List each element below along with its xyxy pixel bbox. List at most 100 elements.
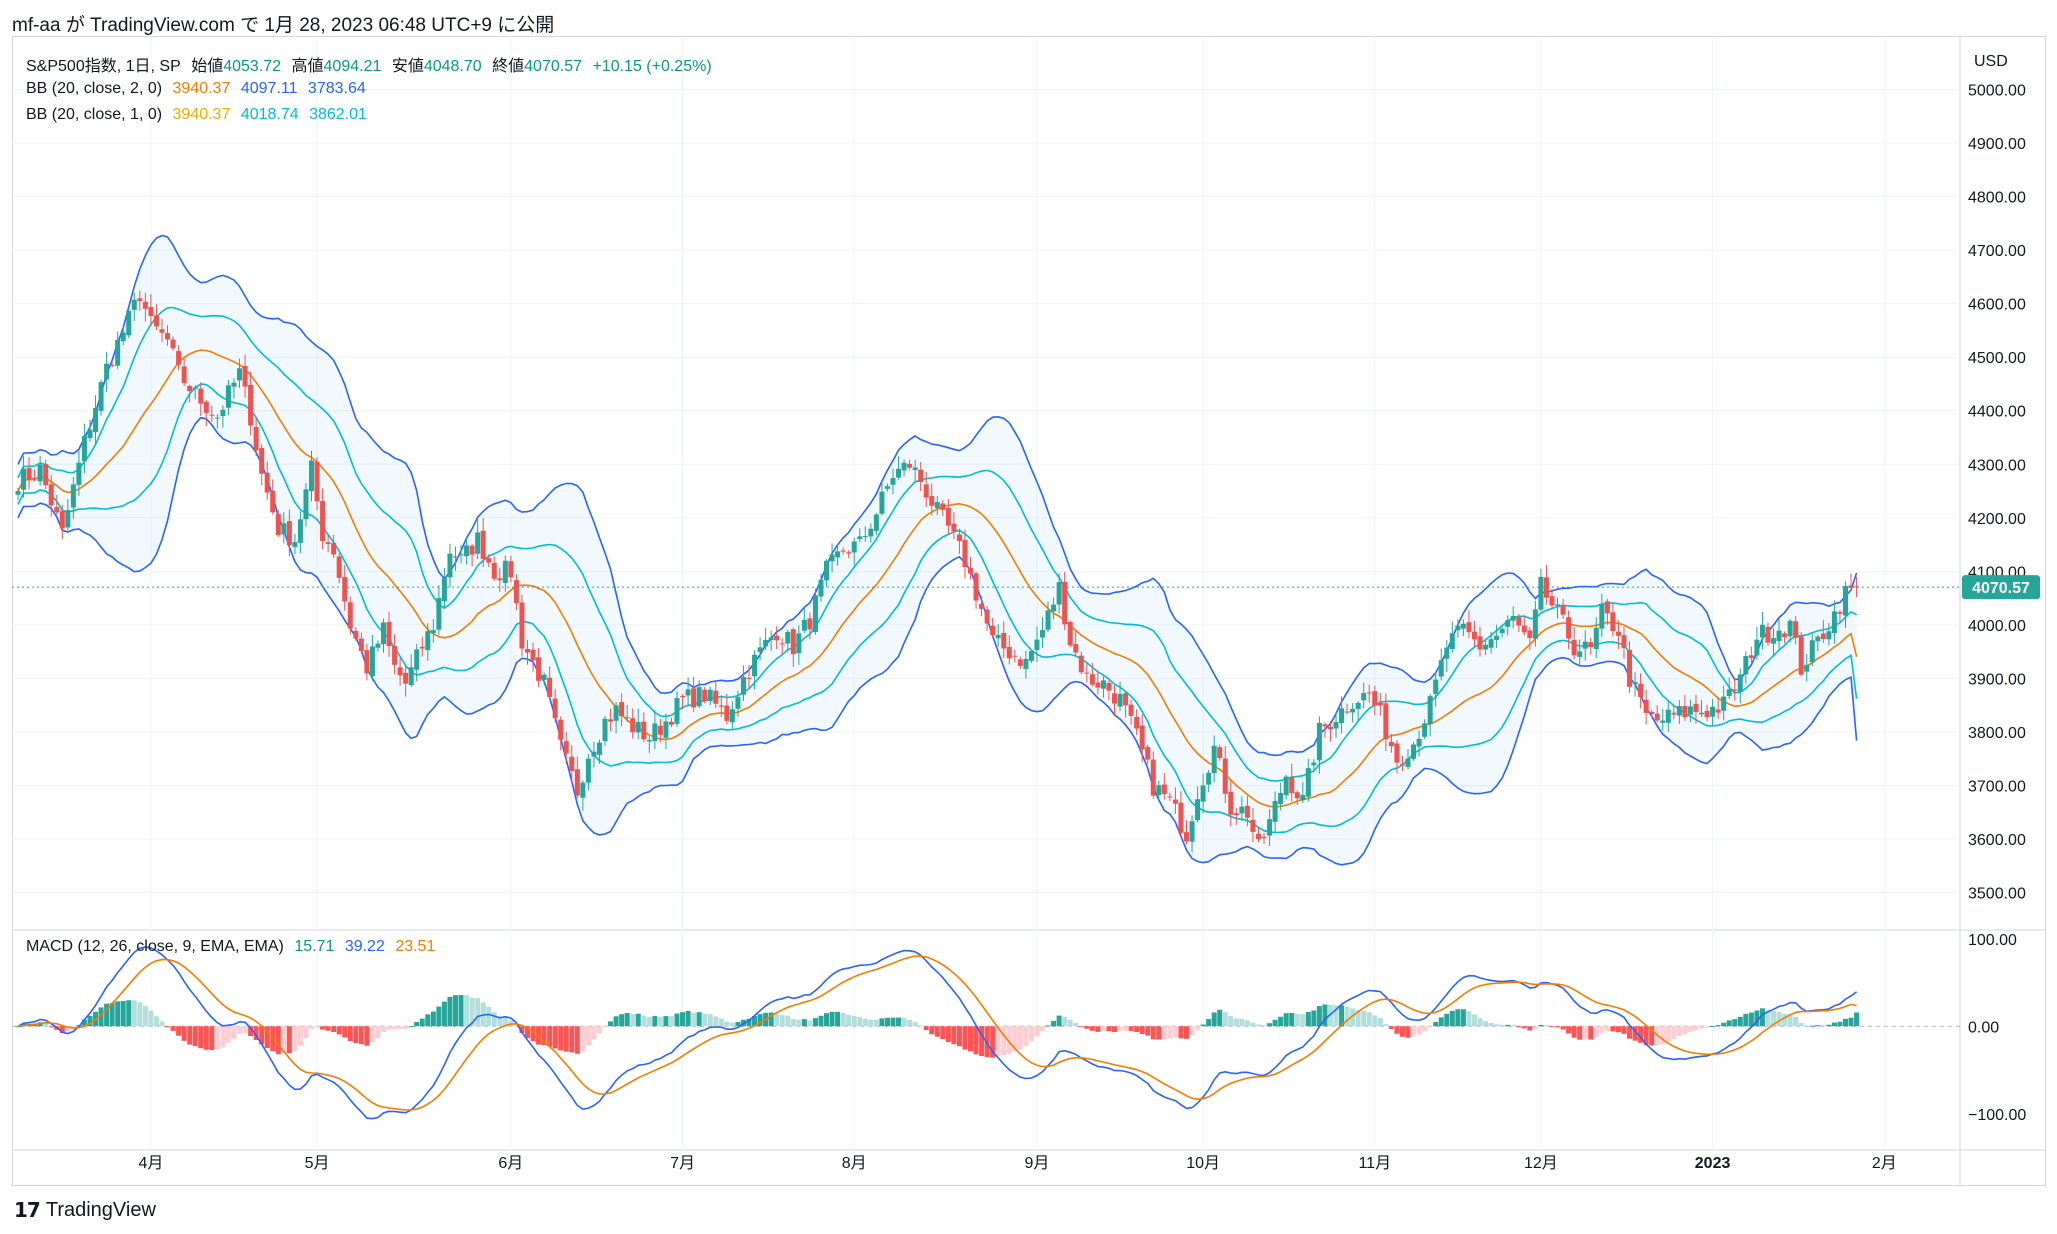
macd-hist-bar <box>1754 1010 1760 1027</box>
macd-hist-bar <box>641 1015 647 1027</box>
change-value: +10.15 (+0.25%) <box>592 58 712 75</box>
candle-body <box>1051 604 1057 612</box>
candle-body <box>397 667 403 676</box>
macd-hist-bar <box>1826 1024 1832 1027</box>
macd-hist-bar <box>1776 1011 1782 1027</box>
macd-hist-bar <box>1715 1025 1721 1027</box>
candle-body <box>829 554 835 562</box>
candle-body <box>1073 644 1079 653</box>
candle-body <box>452 556 458 558</box>
candle-body <box>1355 702 1361 709</box>
macd-hist-bar <box>1123 1026 1129 1031</box>
macd-hist-bar <box>552 1026 558 1049</box>
macd-hist-bar <box>325 1026 331 1031</box>
macd-hist-bar <box>381 1026 387 1032</box>
macd-hist-bar <box>746 1018 752 1027</box>
macd-hist-bar <box>214 1026 220 1050</box>
candle-body <box>513 580 519 604</box>
macd-hist-bar <box>1344 1006 1350 1027</box>
candle-body <box>757 647 763 653</box>
macd-hist-bar <box>131 1000 137 1027</box>
candle-body <box>1156 785 1162 796</box>
candle-body <box>137 298 143 302</box>
macd-hist-bar <box>1571 1026 1577 1038</box>
macd-hist-bar <box>1289 1012 1295 1027</box>
macd-hist-bar <box>1327 1004 1333 1027</box>
candle-body <box>314 461 320 502</box>
symbol-label[interactable]: S&P500指数, 1日, SP <box>26 58 181 75</box>
candle-body <box>1566 617 1572 639</box>
footer-brand[interactable]: 𝟭𝟳 TradingView <box>14 1198 156 1223</box>
macd-hist-bar <box>1200 1024 1206 1027</box>
macd-hist-bar <box>1721 1022 1727 1027</box>
macd-hist-bar <box>713 1016 719 1027</box>
candle-body <box>1300 794 1306 801</box>
macd-hist-bar <box>441 1001 447 1027</box>
candle-body <box>441 578 447 602</box>
candle-body <box>1361 693 1367 701</box>
candle-body <box>1427 696 1433 725</box>
macd-hist-bar <box>940 1026 946 1040</box>
candle-body <box>469 545 475 555</box>
macd-label[interactable]: MACD (12, 26, close, 9, EMA, EMA) <box>26 938 284 955</box>
candle-body <box>65 510 71 528</box>
macd-hist-bar <box>1422 1026 1428 1032</box>
candle-body <box>536 657 542 681</box>
candle-body <box>740 677 746 695</box>
macd-hist-bar <box>1521 1026 1527 1029</box>
candle-body <box>1100 680 1106 689</box>
candle-body <box>1577 651 1583 657</box>
macd-hist-bar <box>563 1026 569 1052</box>
macd-hist-bar <box>1444 1013 1450 1027</box>
candle-body <box>873 514 879 531</box>
candle-body <box>176 351 182 365</box>
bb1-label[interactable]: BB (20, close, 1, 0) <box>26 106 163 123</box>
macd-hist-bar <box>1477 1018 1483 1027</box>
macd-hist-bar <box>1361 1010 1367 1027</box>
candle-body <box>1804 664 1810 672</box>
macd-hist-bar <box>237 1026 243 1035</box>
candle-body <box>253 426 259 451</box>
macd-hist-bar <box>1809 1025 1815 1027</box>
candle-body <box>1560 604 1566 615</box>
macd-hist-bar <box>203 1026 209 1050</box>
candle-body <box>1671 712 1677 715</box>
bb2-basis: 3940.37 <box>172 80 231 97</box>
candle-body <box>1377 702 1383 706</box>
candle-body <box>209 414 215 416</box>
candle-body <box>968 567 974 574</box>
macd-hist-bar <box>1095 1026 1101 1032</box>
macd-hist-bar <box>1566 1026 1572 1034</box>
macd-hist-bar <box>1527 1026 1533 1031</box>
candle-body <box>1615 631 1621 636</box>
candle-body <box>868 528 874 537</box>
candle-body <box>541 674 547 680</box>
macd-hist-bar <box>137 1002 143 1027</box>
macd-hist-bar <box>419 1018 425 1027</box>
macd-hist-bar <box>968 1026 974 1052</box>
macd-hist-bar <box>779 1015 785 1027</box>
macd-hist-bar <box>1056 1015 1062 1027</box>
macd-hist-bar <box>253 1026 259 1041</box>
macd-hist-bar <box>331 1026 337 1032</box>
macd-hist-bar <box>945 1026 951 1043</box>
macd-hist-bar <box>1494 1024 1500 1027</box>
candle-body <box>1843 586 1849 616</box>
candle-body <box>1233 813 1239 816</box>
candle-body <box>1261 836 1267 838</box>
candle-body <box>680 695 686 697</box>
macd-hist-bar <box>646 1016 652 1027</box>
candle-body <box>126 310 132 336</box>
price-tick-label: 4000.00 <box>1968 618 2026 635</box>
candle-body <box>1250 819 1256 832</box>
macd-hist-bar <box>403 1026 409 1029</box>
macd-hist-bar <box>1355 1009 1361 1027</box>
bollinger-group <box>17 234 1858 866</box>
bb2-label[interactable]: BB (20, close, 2, 0) <box>26 80 163 97</box>
macd-hist-bar <box>1748 1012 1754 1027</box>
macd-hist-bar <box>1820 1025 1826 1027</box>
candle-body <box>1599 604 1605 629</box>
candle-body <box>1195 799 1201 821</box>
candle-body <box>1206 772 1212 785</box>
